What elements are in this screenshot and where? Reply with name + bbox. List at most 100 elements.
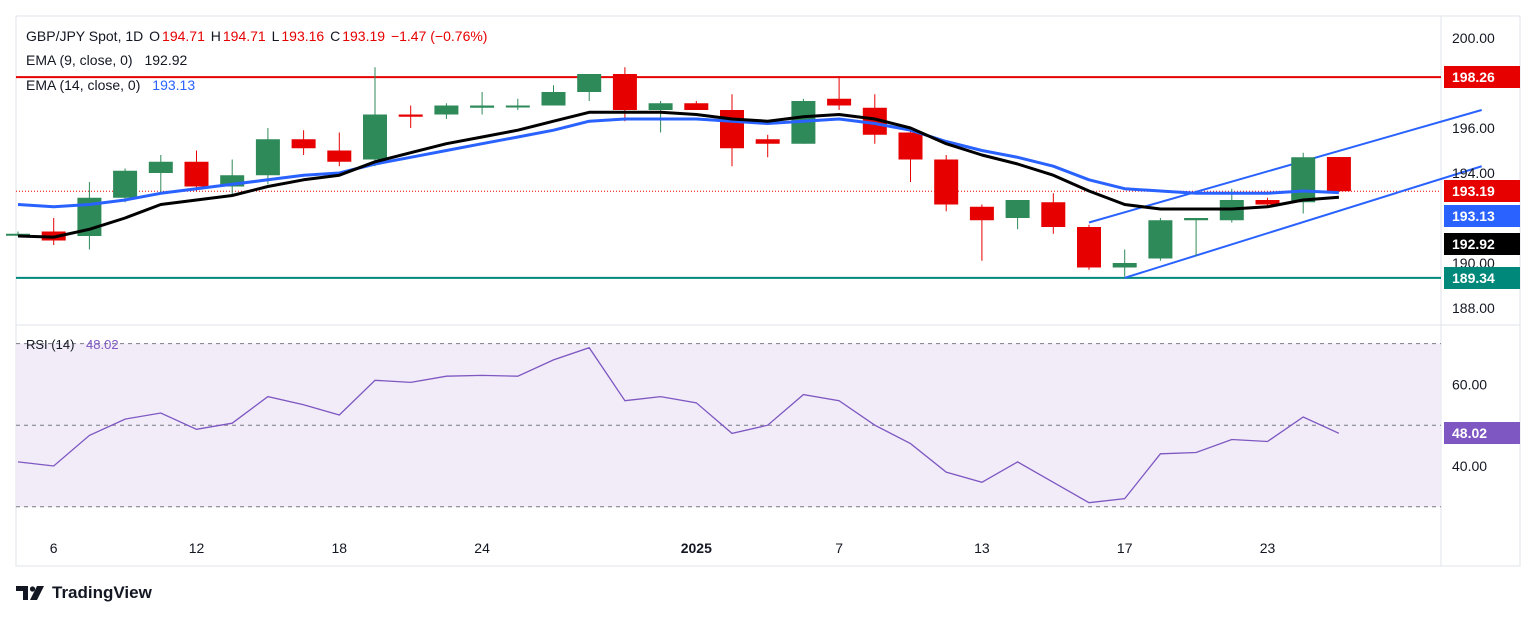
time-tick-label: 13 — [974, 540, 990, 556]
badge-ema9: 192.92 — [1444, 233, 1520, 255]
ema14-line — [17, 117, 1339, 209]
candle-body — [1255, 200, 1280, 205]
candle-body — [969, 206, 994, 221]
candle — [969, 204, 994, 261]
candle-body — [1326, 157, 1351, 192]
candle-body — [470, 105, 495, 108]
time-axis-labels: 6 12 18 24 2025 7 13 17 23 — [50, 540, 1276, 556]
candle — [541, 85, 566, 106]
candle — [755, 134, 780, 158]
legend-ema14-value: 193.13 — [152, 77, 196, 93]
legend-close-value: 193.19 — [342, 28, 386, 44]
candle-body — [327, 150, 352, 162]
candle-body — [755, 139, 780, 144]
legend-ema14-row[interactable]: EMA (14, close, 0) 193.13 — [26, 77, 197, 93]
badge-rsi: 48.02 — [1444, 422, 1520, 444]
candle-body — [220, 175, 245, 187]
legend-high-label: H — [210, 28, 221, 44]
candle-body — [291, 139, 316, 149]
candle — [1041, 193, 1066, 234]
time-tick-label: 12 — [189, 540, 205, 556]
legend-close-label: C — [330, 28, 341, 44]
tradingview-logo-text: TradingView — [52, 583, 152, 602]
candle-body — [1291, 157, 1316, 203]
badge-resistance: 198.26 — [1444, 66, 1520, 88]
rsi-layer — [17, 346, 1340, 504]
candle — [220, 159, 245, 196]
candle-body — [1041, 202, 1066, 227]
legend-ohlc-row: GBP/JPY Spot, 1D O 194.71 H 194.71 L 193.16… — [26, 28, 489, 44]
candle-body — [577, 74, 602, 92]
channel-lower-line — [1124, 165, 1482, 279]
rsi-line — [17, 346, 1340, 504]
candle — [327, 132, 352, 167]
candle — [898, 130, 923, 182]
candle-body — [684, 103, 709, 110]
time-tick-label: 18 — [332, 540, 348, 556]
candle — [827, 76, 852, 110]
time-tick-label: 6 — [50, 540, 58, 556]
candle — [434, 103, 459, 119]
candle — [720, 94, 744, 167]
candle — [1005, 200, 1030, 230]
candle — [77, 182, 102, 250]
badge-support: 189.34 — [1444, 267, 1520, 289]
candle — [1077, 224, 1101, 270]
candle — [577, 74, 602, 101]
legend-ema9-row[interactable]: EMA (9, close, 0) 192.92 — [26, 52, 189, 68]
candle — [934, 155, 959, 212]
legend-symbol[interactable]: GBP/JPY Spot, 1D — [26, 28, 144, 44]
legend-rsi-value: 48.02 — [86, 337, 119, 352]
candle — [398, 105, 423, 128]
candle — [41, 218, 66, 245]
candles-layer — [6, 67, 1351, 277]
candle — [1184, 218, 1209, 257]
legend-open-label: O — [149, 28, 161, 44]
candle — [684, 101, 709, 110]
candle-body — [648, 103, 673, 110]
candle-body — [541, 92, 566, 106]
candle-body — [6, 233, 30, 236]
candle-body — [184, 161, 209, 187]
legend-rsi-row[interactable]: RSI (14) 48.02 — [26, 337, 121, 352]
chart-frame — [15, 15, 1521, 567]
candle-body — [113, 170, 138, 198]
candle — [6, 231, 30, 236]
candle-body — [612, 74, 637, 110]
candle-body — [720, 110, 744, 149]
channel-upper-line — [1088, 109, 1482, 224]
tradingview-logo[interactable]: TradingView — [16, 582, 152, 604]
price-tick-label: 194.00 — [1452, 165, 1495, 181]
tradingview-logo-icon — [16, 586, 44, 600]
candle-body — [148, 161, 173, 173]
candle — [1148, 218, 1173, 261]
candle-body — [1077, 227, 1101, 268]
candle — [1255, 197, 1280, 207]
candle — [363, 67, 387, 167]
candle — [291, 130, 316, 155]
legend-ema9-value: 192.92 — [144, 52, 188, 68]
rsi-tick-label: 60.00 — [1452, 376, 1487, 392]
candle-body — [1005, 200, 1030, 218]
candle — [648, 101, 673, 133]
rsi-tick-label: 40.00 — [1452, 458, 1487, 474]
legend-change: −1.47 (−0.76%) — [390, 28, 488, 44]
candle-body — [255, 139, 280, 176]
price-tick-label: 200.00 — [1452, 30, 1495, 46]
candle-body — [398, 114, 423, 117]
candle — [255, 128, 280, 185]
price-tick-label: 188.00 — [1452, 300, 1495, 316]
badge-ema14: 193.13 — [1444, 205, 1520, 227]
rsi-band-layer — [16, 343, 1441, 508]
price-tick-label: 196.00 — [1452, 120, 1495, 136]
candle-body — [1112, 263, 1137, 268]
candle — [470, 92, 495, 115]
candle-body — [934, 159, 959, 205]
legend-ema14-label: EMA (14, close, 0) — [26, 77, 141, 93]
time-tick-label: 23 — [1260, 540, 1276, 556]
candle-body — [1148, 220, 1173, 259]
candle-body — [363, 114, 387, 160]
candle-body — [1184, 218, 1209, 221]
candle — [505, 98, 530, 110]
